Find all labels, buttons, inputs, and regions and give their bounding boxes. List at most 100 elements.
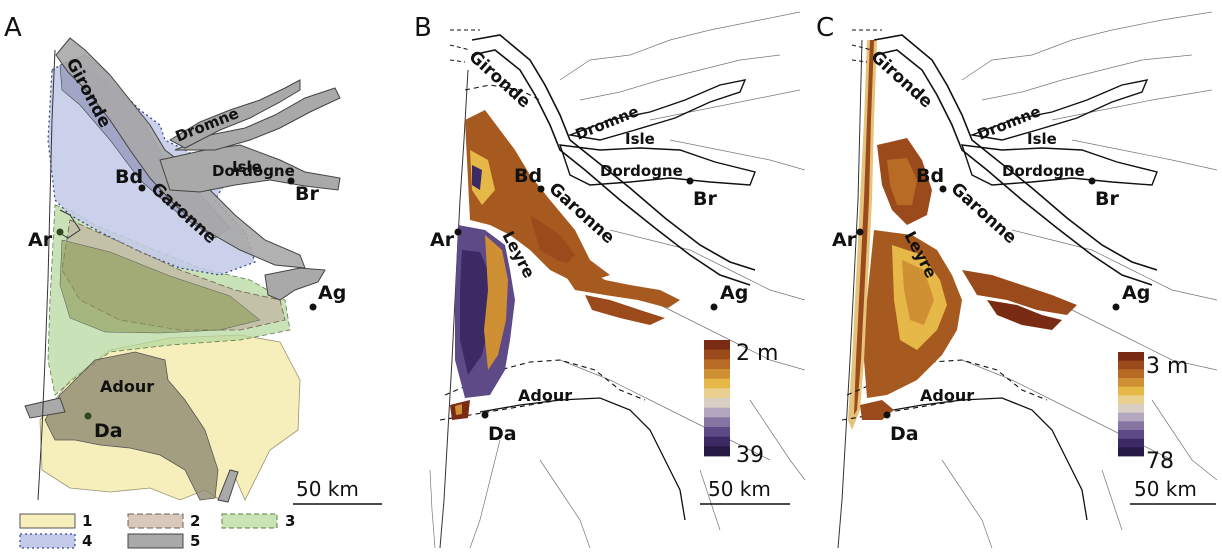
label-da-c: Da (890, 423, 919, 445)
label-ar-a: Ar (28, 229, 53, 251)
gironde-valley (55, 37, 306, 269)
label-adour-b: Adour (518, 386, 572, 405)
label-isle-c: Isle (1027, 130, 1057, 148)
marker-da-c (883, 411, 891, 419)
colorbar-swatch-c-8 (1118, 412, 1144, 422)
marker-ar-a (56, 228, 64, 236)
isle-valley (174, 87, 341, 151)
marker-ag-c (1112, 303, 1120, 311)
marker-da-b (481, 411, 489, 419)
label-br-c: Br (1095, 188, 1119, 210)
dromne-valley (168, 79, 301, 149)
marker-ag-a (309, 303, 317, 311)
colorbar-swatch-c-3 (1118, 369, 1144, 379)
isle-outline-b (567, 79, 747, 141)
label-ag-b: Ag (720, 282, 748, 304)
label-ag-a: Ag (318, 282, 346, 304)
paleo-channel-c1 (846, 359, 1048, 401)
legend-key-5: 5 (190, 532, 200, 550)
gironde-estuary-b (471, 49, 751, 286)
marker-da-a (84, 412, 92, 420)
colorbar-swatch-c-2 (1118, 360, 1144, 370)
overlap-core (59, 239, 261, 334)
colorbar-top-label-c: 3 m (1146, 354, 1188, 379)
colorbar-bottom-label-c: 78 (1146, 449, 1174, 474)
scale-label-a: 50 km (296, 477, 359, 501)
colorbar-c (1118, 352, 1144, 457)
colorbar-swatch-c-10 (1118, 430, 1144, 440)
label-isle-a: Isle (232, 158, 262, 176)
marker-bd-b (537, 185, 545, 193)
coastal-dune-core-c (854, 40, 874, 415)
garonne-valley-upper (264, 267, 326, 301)
elevation-raster-b (450, 110, 680, 420)
label-da-b: Da (488, 423, 517, 445)
marker-br-c (1088, 177, 1096, 185)
adour-lobe (44, 351, 219, 501)
coastline-b (439, 69, 469, 549)
label-ar-b: Ar (430, 229, 455, 251)
scale-label-c: 50 km (1134, 477, 1197, 501)
label-dordogne-a-vis: Dordogne (212, 162, 295, 180)
gironde-estuary-c2 (873, 34, 1158, 271)
marker-bd-c (939, 185, 947, 193)
adour-river-c (881, 397, 1088, 521)
adour-valley (24, 397, 66, 419)
label-bd-c: Bd (916, 165, 944, 187)
colorbar-swatch-b-8 (704, 407, 730, 418)
arcachon-basin-a (57, 209, 81, 239)
label-da-a: Da (94, 420, 123, 442)
panel-a: A Gironde Dromne Isle Dordogne Dordogne (0, 0, 400, 552)
colorbar-swatch-b-10 (704, 427, 730, 438)
scale-label-b: 50 km (708, 477, 771, 501)
colorbar-bottom-label-b: 39 (736, 443, 764, 468)
label-bd-a: Bd (115, 166, 143, 188)
marker-ar-b (454, 228, 462, 236)
marker-ag-b (710, 303, 718, 311)
colorbar-swatch-b-3 (704, 359, 730, 370)
colorbar-b (704, 340, 730, 457)
legend-swatch-1 (19, 513, 76, 529)
colorbar-swatch-c-4 (1118, 378, 1144, 388)
colorbar-swatch-b-9 (704, 417, 730, 428)
legend-swatch-4 (19, 533, 76, 549)
colorbar-swatch-b-12 (704, 446, 730, 457)
label-gironde-b: Gironde (465, 47, 535, 112)
legend-key-2: 2 (190, 512, 200, 530)
coastline-a (37, 49, 56, 501)
legend-key-3: 3 (285, 512, 295, 530)
legend: 1 2 3 4 5 (19, 512, 295, 550)
label-gironde-c: Gironde (867, 47, 937, 112)
legend-swatch-2 (127, 513, 184, 529)
colorbar-swatch-c-5 (1118, 386, 1144, 396)
panel-letter-c: C (816, 13, 834, 43)
adour-river-b (479, 397, 686, 521)
gironde-estuary-c (873, 49, 1153, 286)
legend-key-1: 1 (82, 512, 92, 530)
colorbar-swatch-c-11 (1118, 438, 1144, 448)
colorbar-swatch-c-6 (1118, 395, 1144, 405)
panel-c: C (812, 0, 1222, 552)
marker-br-b (686, 177, 694, 185)
label-dordogne-b: Dordogne (600, 162, 683, 180)
marker-ar-c (856, 228, 864, 236)
label-ag-c: Ag (1122, 282, 1150, 304)
legend-key-4: 4 (82, 532, 92, 550)
gironde-estuary-b2 (471, 34, 756, 271)
dordogne-outline-c (960, 144, 1158, 186)
legend-swatch-3 (221, 513, 278, 529)
dordogne-outline-b (558, 144, 756, 186)
colorbar-swatch-b-4 (704, 369, 730, 380)
colorbar-swatch-c-12 (1118, 447, 1144, 457)
south-valley (217, 469, 239, 503)
coastline-c (837, 39, 863, 549)
label-adour-c: Adour (920, 386, 974, 405)
marker-br-a (287, 177, 295, 185)
label-dordogne-c: Dordogne (1002, 162, 1085, 180)
colorbar-swatch-c-1 (1118, 352, 1144, 362)
colorbar-swatch-b-6 (704, 388, 730, 399)
colorbar-swatch-b-5 (704, 378, 730, 389)
legend-swatch-5 (127, 533, 184, 549)
panel-letter-a: A (4, 13, 22, 43)
label-br-b: Br (693, 188, 717, 210)
